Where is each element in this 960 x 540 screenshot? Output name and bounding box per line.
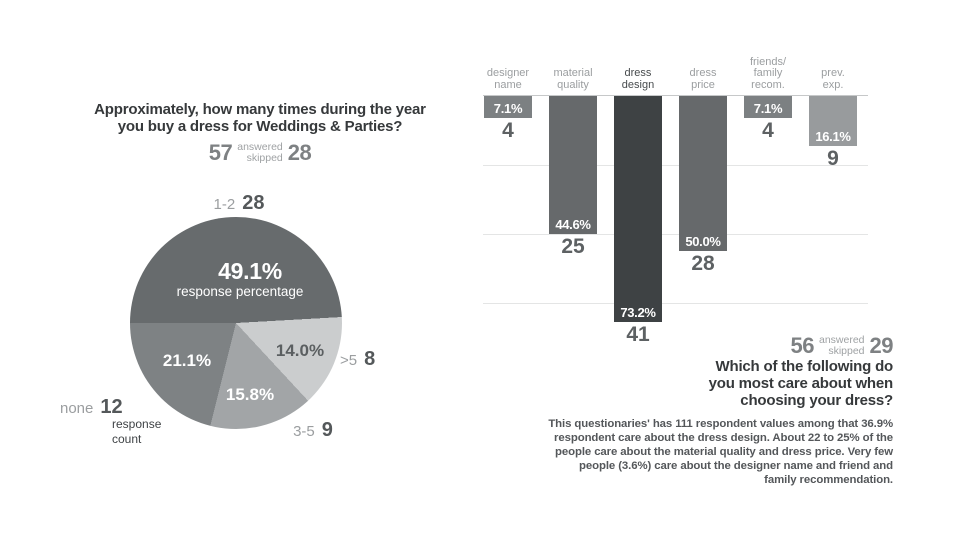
pie-legend-gt5: >5 8 [340,348,420,371]
bar-column-header: dress price [689,67,717,91]
pie-legend-1-2: 1-2 28 [139,192,339,215]
pie-legend-none: none 12 [60,396,123,419]
bar: 73.2% [614,96,662,322]
bar-count-label: 9 [827,147,839,170]
bar-column-header: prev. exp. [821,67,845,91]
bar-count-label: 4 [762,119,774,142]
bar-count-label: 4 [502,119,514,142]
answered-skipped-labels: answered skipped [237,140,283,165]
pie-legend-label: >5 [340,352,358,369]
bar: 7.1% [744,96,792,118]
pie-question-title: Approximately, how many times during the… [94,101,426,135]
pie-legend-count: 28 [242,192,265,214]
bar-pct-label: 7.1% [493,101,523,116]
bar-count-label: 28 [691,252,715,275]
bar-question-stats: 56 answered skipped 29 [791,333,894,359]
summary-note: This questionaries' has 111 respondent v… [548,418,893,486]
bar-column-header: designer name [486,67,530,91]
bar-column-header: friends/ family recom. [749,55,787,91]
bar-pct-label: 16.1% [815,129,851,144]
pie-legend-label: 1-2 [213,196,236,213]
answered-count: 57 [208,140,233,165]
bar-pct-label: 7.1% [753,101,783,116]
bar-pct-label: 44.6% [555,217,591,232]
pie-chart [130,217,342,429]
pie-legend-label: 3-5 [293,423,315,440]
skipped-count: 28 [287,140,312,165]
pie-legend-3-5: 3-5 9 [268,419,358,442]
response-count-caption: response count [112,417,162,446]
bar-pct-label: 50.0% [685,234,721,249]
answered-skipped-labels: answered skipped [818,333,865,358]
skipped-label: skipped [246,152,283,164]
bar-count-label: 25 [561,235,585,258]
pie-legend-count: 8 [364,348,376,370]
pie-center-caption: response percentage [176,284,304,299]
pie-legend-label: none [60,400,94,417]
skipped-count: 29 [869,333,894,358]
pie-legend-count: 9 [321,419,333,441]
bar-column-header: material quality [553,67,593,91]
pie-question-stats: 57 answered skipped 28 [40,140,480,166]
bar-pct-label: 73.2% [620,305,656,320]
answered-label: answered [818,333,865,346]
bar: 7.1% [484,96,532,118]
bar: 16.1% [809,96,857,146]
bar-count-label: 41 [626,323,650,346]
pie-legend-count: 12 [100,396,123,418]
bar: 44.6% [549,96,597,234]
bar-chart-baseline [483,95,868,96]
bar-column-header: dress design [621,67,655,91]
bar: 50.0% [679,96,727,251]
pie-slice-pct-gt5: 14.0% [275,341,325,360]
skipped-label: skipped [828,345,865,357]
pie-slice-pct-3-5: 15.8% [225,385,275,404]
pie-slice-pct-none: 21.1% [162,351,212,370]
pie-slice-pct-1-2: 49.1% [218,258,282,284]
answered-label: answered [237,140,283,153]
bar-chart-gridline [483,234,868,235]
bar-chart-gridline [483,165,868,166]
answered-count: 56 [790,333,815,358]
bar-question-title: Which of the following do you most care … [708,358,894,409]
bar-chart-gridline [483,303,868,304]
